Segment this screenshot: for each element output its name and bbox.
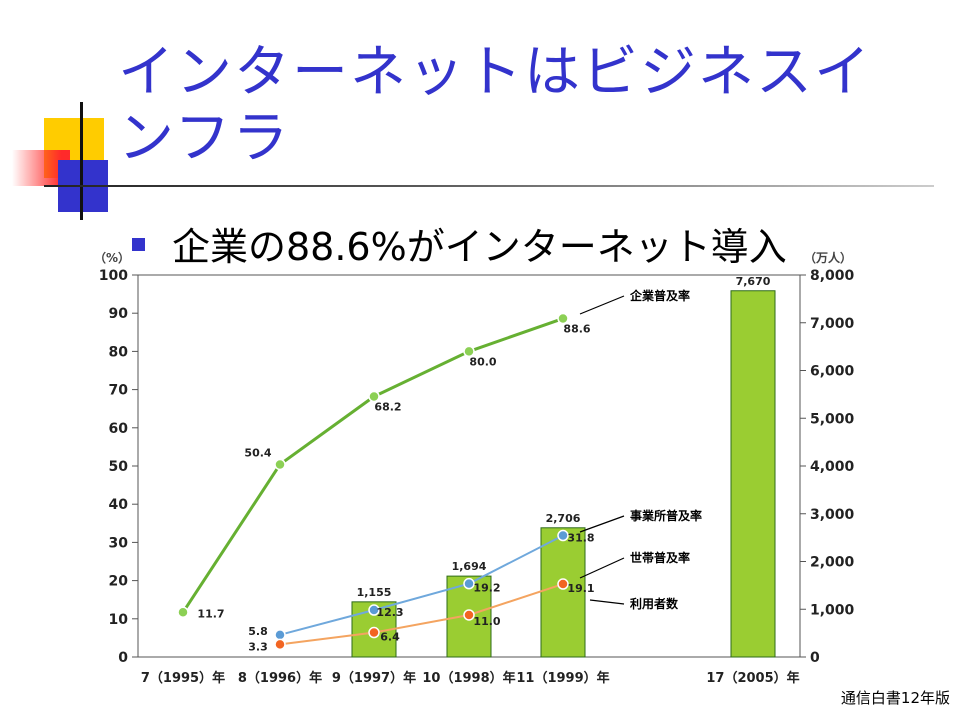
left-tick-label: 80 <box>109 344 129 360</box>
series-line <box>279 583 564 646</box>
right-tick-label: 2,000 <box>810 555 855 571</box>
left-tick-label: 20 <box>109 574 129 590</box>
left-tick-label: 70 <box>109 383 129 399</box>
series-point <box>368 604 380 616</box>
left-tick-label: 10 <box>109 612 129 628</box>
right-tick-label: 8,000 <box>810 268 855 284</box>
callout-label: 企業普及率 <box>629 288 690 303</box>
series-line <box>279 534 564 636</box>
series-value-label: 3.3 <box>248 640 268 653</box>
left-tick-label: 100 <box>99 268 128 284</box>
series-value-label: 80.0 <box>469 355 496 368</box>
x-tick-label: 17（2005）年 <box>706 670 799 686</box>
bar <box>730 290 776 658</box>
left-tick-label: 40 <box>109 497 129 513</box>
series-point <box>274 629 286 641</box>
bullet-text: 企業の88.6%がインターネット導入 <box>172 225 787 269</box>
left-tick-label: 60 <box>109 421 129 437</box>
callout-arrow <box>579 295 625 315</box>
series-point <box>274 638 286 651</box>
series-value-label: 88.6 <box>563 323 590 336</box>
x-tick-label: 7（1995）年 <box>141 670 225 686</box>
series-value-label: 19.1 <box>567 582 594 595</box>
x-tick-label: 10（1998）年 <box>422 670 515 686</box>
series-point <box>557 578 569 590</box>
bar-value-label: 7,670 <box>736 275 771 288</box>
series-value-label: 68.2 <box>374 400 401 413</box>
source-note: 通信白書12年版 <box>840 689 950 707</box>
bar-value-label: 2,706 <box>546 512 581 525</box>
callout-label: 世帯普及率 <box>630 550 690 565</box>
left-tick-label: 30 <box>109 535 129 551</box>
left-tick-label: 50 <box>109 459 129 475</box>
series-value-label: 31.8 <box>567 532 594 545</box>
right-tick-label: 1,000 <box>810 602 855 618</box>
series-point <box>368 390 380 403</box>
slide-title: インターネットはビジネスインフラ <box>118 40 872 171</box>
right-tick-label: 6,000 <box>810 364 855 380</box>
series-value-label: 11.7 <box>197 607 224 620</box>
x-tick-label: 8（1996）年 <box>238 670 322 686</box>
series-value-label: 6.4 <box>380 631 400 644</box>
right-tick-label: 0 <box>810 650 820 666</box>
callout-label: 利用者数 <box>630 596 679 611</box>
series-line <box>181 317 564 614</box>
left-tick-label: 0 <box>118 650 128 666</box>
bar-value-label: 1,694 <box>452 560 487 573</box>
right-tick-label: 3,000 <box>810 507 855 523</box>
series-value-label: 5.8 <box>248 625 268 638</box>
series-value-label: 19.2 <box>473 582 500 595</box>
right-tick-label: 4,000 <box>810 459 855 475</box>
series-point <box>463 577 475 590</box>
right-axis-unit: （万人） <box>804 250 852 265</box>
right-tick-label: 7,000 <box>810 316 855 332</box>
x-tick-label: 9（1997）年 <box>332 670 416 686</box>
bullet-square-icon <box>132 238 145 251</box>
series-point <box>274 458 286 471</box>
bar-value-label: 1,155 <box>357 586 392 599</box>
series-point <box>368 626 380 639</box>
left-tick-label: 90 <box>109 306 129 322</box>
series-value-label: 50.4 <box>244 446 271 459</box>
callout-arrow <box>589 599 625 605</box>
x-tick-label: 11（1999）年 <box>516 670 609 686</box>
series-point <box>177 606 189 619</box>
bar <box>540 527 586 658</box>
left-axis-unit: （%） <box>94 250 130 265</box>
right-tick-label: 5,000 <box>810 411 855 427</box>
series-point <box>557 312 569 325</box>
series-value-label: 12.3 <box>376 606 403 619</box>
title-underline <box>44 185 934 187</box>
series-point <box>463 345 475 358</box>
callout-label: 事業所普及率 <box>630 508 702 523</box>
decor-vertical-line <box>80 102 83 220</box>
series-point <box>557 529 569 542</box>
series-point <box>463 609 475 621</box>
series-value-label: 11.0 <box>473 615 500 628</box>
callout-arrow <box>579 515 625 533</box>
callout-arrow <box>579 557 625 579</box>
